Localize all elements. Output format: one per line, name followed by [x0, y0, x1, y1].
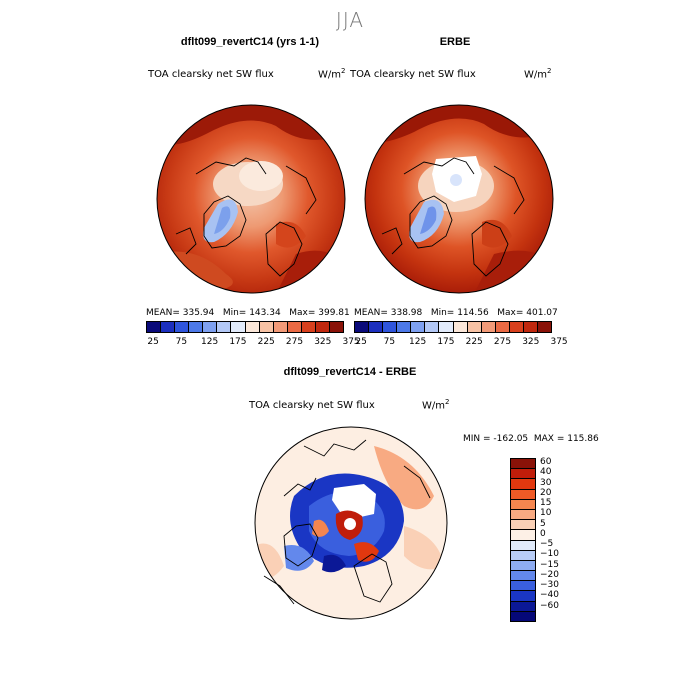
diff-colorbar-ticks: 60 40 30 20 15 10 5 0 −5 −10 −15 −20 −30 −40 −60	[540, 457, 600, 622]
diff-colorbar-swatch	[511, 479, 535, 490]
model-colorbar-tick-label: 75	[175, 337, 188, 347]
obs-colorbar-swatch	[411, 322, 426, 332]
diff-colorbar-swatch	[511, 601, 535, 612]
diff-colorbar-tick-label: −60	[540, 600, 559, 611]
diff-polar-map	[254, 426, 448, 620]
obs-colorbar-swatch	[509, 322, 524, 332]
obs-colorbar-swatch	[495, 322, 510, 332]
diff-colorbar-tick-label: −15	[540, 559, 559, 570]
model-colorbar-swatch	[330, 322, 344, 332]
model-colorbar-swatch	[287, 322, 302, 332]
diff-colorbar-swatch	[511, 499, 535, 510]
obs-variable-label: TOA clearsky net SW flux	[350, 69, 476, 80]
diff-colorbar-swatch	[511, 591, 535, 602]
diff-colorbar-tick-label: 10	[540, 508, 552, 519]
obs-colorbar-tick-label: 125	[409, 337, 427, 347]
model-colorbar-tick-label: 325	[314, 337, 332, 347]
obs-colorbar-swatch	[538, 322, 552, 332]
model-colorbar-tick-label: 275	[285, 337, 304, 347]
diff-colorbar	[510, 458, 536, 622]
diff-colorbar-swatch	[511, 469, 535, 480]
obs-colorbar-swatch	[369, 322, 384, 332]
obs-polar-map	[364, 104, 554, 294]
obs-colorbar-swatch	[425, 322, 440, 332]
diff-colorbar-tick-label: −10	[540, 549, 559, 560]
model-colorbar-swatch	[189, 322, 204, 332]
obs-colorbar-tick-label: 375	[550, 337, 568, 347]
diff-panel-title: dflt099_revertC14 - ERBE	[283, 366, 417, 378]
diff-colorbar-tick-label: 0	[540, 528, 546, 539]
diff-colorbar-tick-label: −5	[540, 539, 554, 550]
obs-colorbar-swatch	[397, 322, 412, 332]
model-colorbar-swatch	[273, 322, 288, 332]
diff-colorbar-swatch	[511, 489, 535, 500]
diff-colorbar-swatch	[511, 560, 535, 572]
model-colorbar-tick-label: 25	[147, 337, 159, 347]
season-title: JJA	[335, 8, 365, 32]
model-colorbar-tick-label: 175	[229, 337, 247, 347]
obs-colorbar-tick-label: 325	[522, 337, 540, 347]
obs-colorbar-swatch	[355, 322, 370, 332]
diff-colorbar-swatch	[511, 611, 535, 621]
obs-colorbar-swatch	[523, 322, 539, 332]
model-colorbar-swatch	[147, 322, 162, 332]
model-polar-map	[156, 104, 346, 294]
model-colorbar-swatch	[315, 322, 331, 332]
model-colorbar-swatch	[217, 322, 232, 332]
diff-colorbar-swatch	[511, 459, 535, 470]
obs-colorbar-tick-label: 175	[437, 337, 455, 347]
model-colorbar-tick-label: 125	[201, 337, 219, 347]
diff-colorbar-swatch	[511, 520, 535, 531]
diff-colorbar-tick-label: 5	[540, 518, 546, 529]
obs-colorbar-tick-label: 25	[355, 337, 367, 347]
obs-colorbar-swatch	[439, 322, 454, 332]
obs-colorbar	[354, 321, 552, 333]
model-colorbar-swatch	[175, 322, 190, 332]
diff-colorbar-tick-label: 60	[540, 457, 552, 468]
diff-colorbar-swatch	[511, 571, 535, 582]
diff-colorbar-swatch	[511, 530, 535, 541]
diff-colorbar-tick-label: 15	[540, 498, 552, 509]
model-colorbar-swatch	[245, 322, 260, 332]
obs-colorbar-swatch	[453, 322, 468, 332]
obs-panel-title: ERBE	[439, 36, 471, 48]
model-colorbar-swatch	[231, 322, 246, 332]
diff-colorbar-tick-label: 40	[540, 467, 552, 478]
obs-colorbar-tick-label: 75	[383, 337, 396, 347]
obs-stats: MEAN= 338.98 Min= 114.56 Max= 401.07	[354, 308, 558, 318]
obs-colorbar-swatch	[481, 322, 496, 332]
diff-minmax: MIN = -162.05 MAX = 115.86	[463, 434, 599, 444]
model-colorbar-swatch	[259, 322, 274, 332]
diff-colorbar-swatch	[511, 581, 535, 592]
diff-colorbar-swatch	[511, 550, 535, 561]
diff-colorbar-tick-label: −40	[540, 590, 559, 601]
model-colorbar-swatch	[161, 322, 176, 332]
obs-colorbar-tick-label: 275	[493, 337, 512, 347]
model-colorbar	[146, 321, 344, 333]
model-colorbar-tick-label: 375	[342, 337, 360, 347]
diff-colorbar-tick-label: 30	[540, 477, 552, 488]
diff-colorbar-swatch	[511, 509, 535, 521]
model-units-label: W/m2	[318, 67, 346, 81]
obs-units-label: W/m2	[524, 67, 552, 81]
diff-variable-label: TOA clearsky net SW flux	[249, 400, 375, 411]
model-colorbar-swatch	[203, 322, 218, 332]
obs-colorbar-swatch	[467, 322, 482, 332]
diff-units-label: W/m2	[422, 398, 450, 412]
model-stats: MEAN= 335.94 Min= 143.34 Max= 399.81	[146, 308, 350, 318]
model-colorbar-swatch	[301, 322, 316, 332]
diff-colorbar-tick-label: −20	[540, 569, 559, 580]
model-panel-title: dflt099_revertC14 (yrs 1-1)	[180, 36, 320, 48]
diff-colorbar-tick-label: 20	[540, 487, 552, 498]
model-colorbar-tick-label: 225	[257, 337, 275, 347]
model-variable-label: TOA clearsky net SW flux	[148, 69, 274, 80]
obs-colorbar-tick-label: 225	[465, 337, 483, 347]
obs-colorbar-swatch	[383, 322, 398, 332]
diff-colorbar-swatch	[511, 540, 535, 551]
diff-colorbar-tick-label: −30	[540, 580, 559, 591]
